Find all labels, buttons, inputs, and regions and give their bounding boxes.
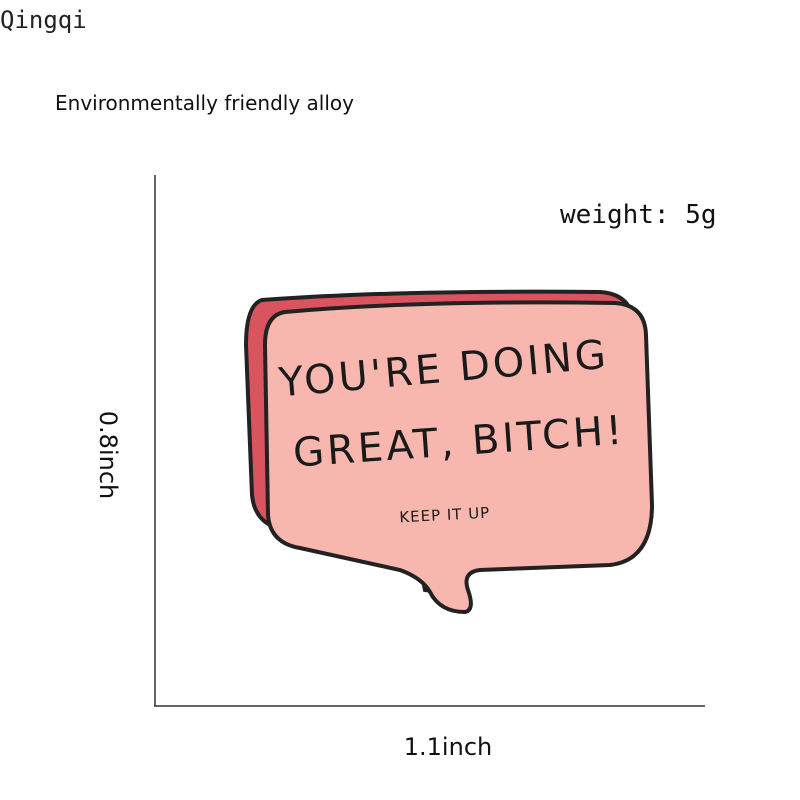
enamel-pin: YOU'RE DOING GREAT, BITCH! KEEP IT UP [243,289,655,615]
width-label: 1.1inch [404,733,492,761]
brand: Qingqi [0,6,87,34]
weight: weight: 5g [560,200,717,230]
pin-face [262,300,655,615]
material: Environmentally friendly alloy [55,91,354,115]
pin-line-3: KEEP IT UP [399,504,491,527]
height-label: 0.8inch [94,411,122,499]
